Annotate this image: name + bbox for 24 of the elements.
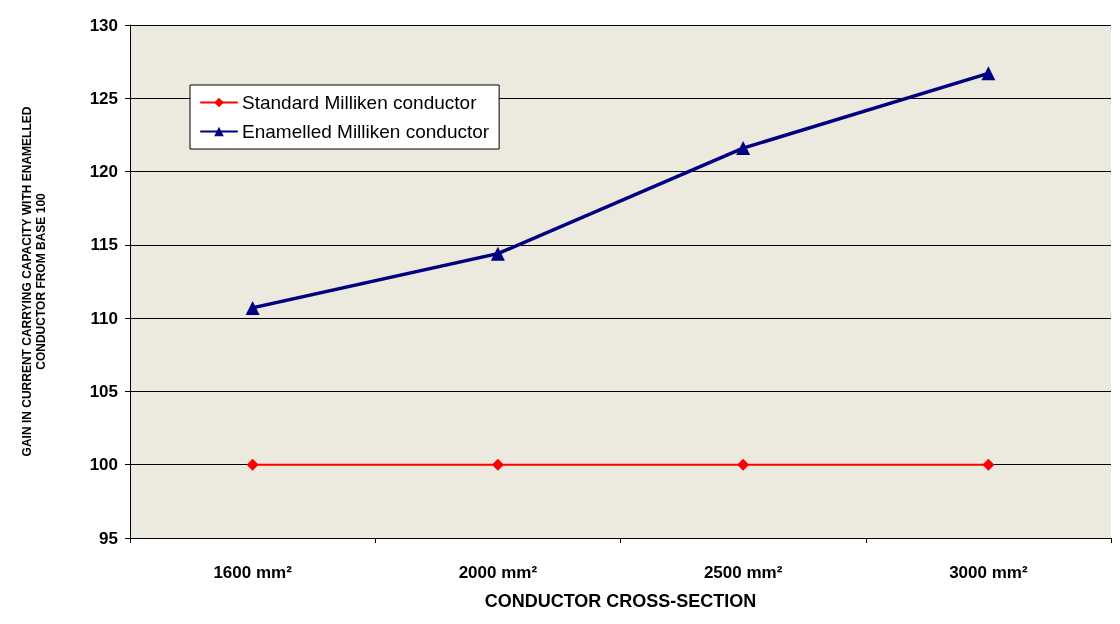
y-tick-label: 120 bbox=[89, 162, 118, 182]
x-axis-title: CONDUCTOR CROSS-SECTION bbox=[484, 591, 757, 611]
x-tick-label: 3000 mm² bbox=[949, 563, 1028, 582]
x-tick-label: 2500 mm² bbox=[703, 563, 783, 582]
point bbox=[737, 458, 750, 471]
point bbox=[490, 246, 505, 261]
y-tick-label: 100 bbox=[89, 455, 118, 475]
y-tick-label: 95 bbox=[99, 528, 118, 548]
y-tick-label: 115 bbox=[90, 235, 118, 255]
x-tick-label: 2000 mm² bbox=[458, 563, 538, 582]
x-tick-label: 1600 mm² bbox=[213, 563, 293, 582]
point bbox=[982, 458, 995, 471]
legend-label: Enamelled Milliken conductor bbox=[242, 121, 490, 142]
point bbox=[981, 66, 996, 81]
y-axis-title: GAIN IN CURRENT CARRYING CAPACITY WITH ENAMELLED CONDUCTOR FROM BASE 100 bbox=[20, 106, 48, 457]
point bbox=[736, 141, 751, 156]
y-tick-label: 105 bbox=[89, 381, 118, 401]
legend-label: Standard Milliken conductor bbox=[242, 92, 478, 113]
y-tick-label: 130 bbox=[89, 15, 118, 35]
point bbox=[246, 458, 259, 471]
point bbox=[245, 300, 260, 315]
y-tick-label: 125 bbox=[89, 88, 118, 108]
y-tick-label: 110 bbox=[90, 308, 118, 328]
point bbox=[491, 458, 504, 471]
